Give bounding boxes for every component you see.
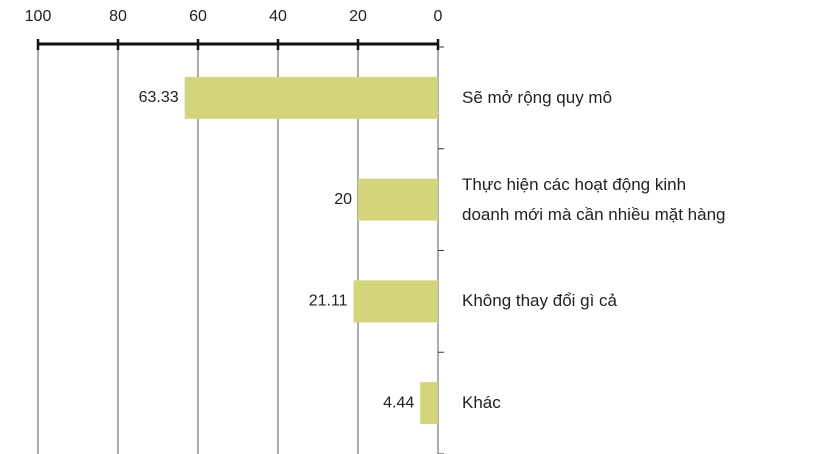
bar <box>184 76 438 119</box>
bar <box>420 382 438 425</box>
x-tick-label: 20 <box>349 8 367 25</box>
x-tick-label: 100 <box>25 8 52 25</box>
x-tick-label: 60 <box>189 8 207 25</box>
category-label: Sẽ mở rộng quy mô <box>462 87 613 107</box>
category-label: Khác <box>462 393 501 413</box>
value-label: 21.11 <box>309 293 348 310</box>
value-label: 20 <box>334 191 352 208</box>
x-tick-label: 40 <box>269 8 287 25</box>
value-label: 63.33 <box>139 89 179 106</box>
category-label: Thực hiện các hoạt động kinh doanh mới m… <box>462 174 726 224</box>
value-label: 4.44 <box>383 394 414 411</box>
category-label: Không thay đổi gì cả <box>462 291 618 311</box>
bar <box>353 280 438 323</box>
x-tick-label: 80 <box>109 8 127 25</box>
bar <box>358 178 438 221</box>
x-tick-label: 0 <box>434 8 443 25</box>
